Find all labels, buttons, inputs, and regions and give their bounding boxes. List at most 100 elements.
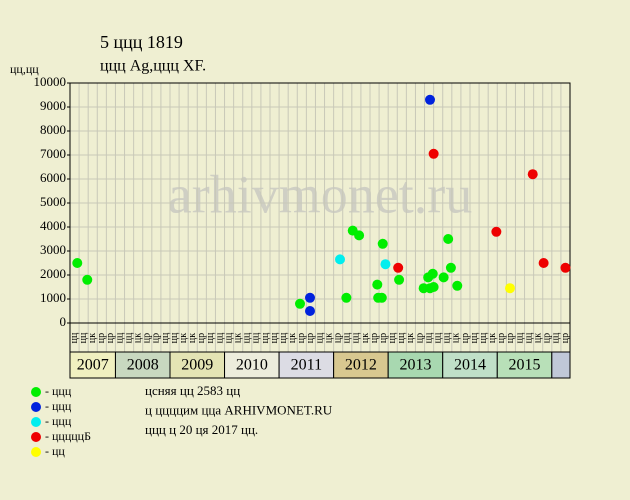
column-label: цц [442, 332, 453, 343]
year-cell [387, 351, 444, 379]
note: цсняя цц 2583 цц [145, 383, 240, 398]
legend-label: - ццц [45, 384, 72, 398]
point [305, 292, 315, 303]
legend-marker [31, 387, 41, 397]
column-label: цк [323, 333, 334, 343]
point [491, 226, 502, 237]
year-label: 2011 [291, 357, 322, 374]
point [428, 148, 439, 159]
year-label: 2009 [181, 357, 213, 374]
point [427, 268, 438, 279]
column-label: цр [142, 333, 153, 343]
y-tick-label: 2000 [40, 266, 66, 281]
legend-marker [31, 402, 41, 412]
year-label: 2010 [236, 357, 268, 374]
column-label: цц [314, 332, 325, 343]
point [72, 258, 83, 268]
y-tick-label: 10000 [34, 74, 67, 89]
chart-title: 5 ццц 1819 [100, 32, 183, 52]
point [376, 292, 387, 303]
column-label: цр [496, 333, 507, 343]
column-label: цр [105, 333, 116, 343]
column-label: цц [432, 332, 443, 343]
column-label: цр [151, 333, 162, 343]
plot-border [69, 82, 571, 324]
legend-label: - цц [45, 444, 65, 458]
legend-label: - ццц [45, 399, 72, 413]
point [354, 230, 365, 241]
column-label: цр [505, 333, 516, 343]
point [394, 274, 405, 285]
point [438, 272, 449, 283]
legend-marker [31, 417, 41, 427]
column-label: цц [551, 332, 562, 343]
column-label: цц [214, 332, 225, 343]
point [377, 238, 388, 249]
column-label: цц [523, 332, 534, 343]
column-label: цр [414, 333, 425, 343]
y-tick-label: 0 [60, 314, 67, 329]
watermark: arhivmonet.ru [168, 164, 472, 224]
year-cell [278, 351, 335, 379]
column-label: цц [123, 332, 134, 343]
point [505, 283, 515, 294]
column-label: цц [114, 332, 125, 343]
column-label: цц [387, 332, 398, 343]
column-label: цк [360, 333, 371, 343]
y-tick-label: 8000 [40, 122, 66, 137]
year-cell [69, 351, 116, 379]
column-label: цк [132, 333, 143, 343]
column-label: цц [169, 332, 180, 343]
point [425, 94, 435, 105]
chart-subtitle: ццц Ag,ццц XF. [100, 58, 206, 75]
point [393, 262, 404, 273]
column-label: цц [260, 332, 271, 343]
legend-marker [31, 432, 41, 442]
note: ц ццццим цца ARHIVMONET.RU [145, 402, 333, 417]
point [380, 259, 391, 270]
column-label: цк [487, 333, 498, 343]
column-label: цц [396, 332, 407, 343]
point [341, 292, 352, 303]
point [372, 279, 383, 290]
column-label: цр [560, 333, 571, 343]
column-label: цр [305, 333, 316, 343]
column-label: цц [69, 332, 80, 343]
y-tick-label: 5000 [40, 194, 66, 209]
column-label: цц [160, 332, 171, 343]
y-tick-label: 9000 [40, 98, 66, 113]
year-label: 2008 [127, 357, 159, 374]
legend-label: - ццц [45, 414, 72, 428]
column-label: цр [369, 333, 380, 343]
column-label: цц [205, 332, 216, 343]
column-label: цк [451, 333, 462, 343]
year-cell [224, 351, 280, 379]
point [335, 254, 345, 265]
column-label: цц [351, 332, 362, 343]
column-label: цк [187, 333, 198, 343]
point [527, 169, 538, 180]
column-label: цц [478, 332, 489, 343]
column-label: цц [342, 332, 353, 343]
column-label: цц [251, 332, 262, 343]
year-label: 2015 [509, 357, 541, 374]
point [538, 258, 549, 268]
y-tick-label: 7000 [40, 146, 66, 161]
point [452, 280, 463, 291]
legend-label: - цццццБ [45, 429, 91, 443]
column-label: цк [287, 333, 298, 343]
point [443, 234, 454, 244]
column-label: цр [96, 333, 107, 343]
column-label: цк [405, 333, 416, 343]
y-tick-label: 6000 [40, 170, 66, 185]
year-label: 2013 [399, 357, 431, 374]
column-label: цц [242, 332, 253, 343]
note: ццц ц 20 ця 2017 цц. [145, 422, 258, 437]
column-label: цр [296, 333, 307, 343]
column-label: цц [223, 332, 234, 343]
year-label: 2012 [345, 357, 377, 374]
column-label: цк [532, 333, 543, 343]
column-label: цр [196, 333, 207, 343]
column-label: цц [423, 332, 434, 343]
